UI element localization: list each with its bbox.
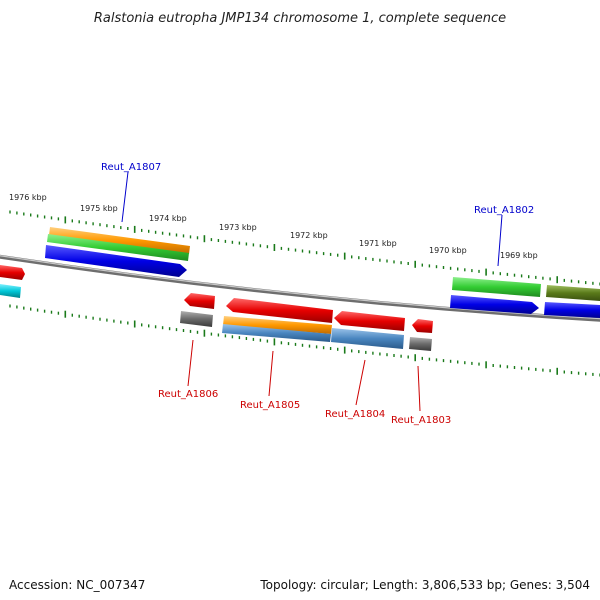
gene-feature-cyan[interactable] [0, 284, 21, 298]
kbp-label: 1969 kbp [500, 251, 538, 260]
kbp-label: 1976 kbp [9, 193, 47, 202]
gene-label-reut-a1805[interactable]: Reut_A1805 [240, 400, 300, 411]
chromosome-backbone [0, 254, 600, 322]
gene-feature-orange[interactable] [49, 227, 190, 254]
accession-text: Accession: NC_007347 [9, 578, 146, 592]
leader-line [497, 214, 503, 267]
gene-feature-red[interactable] [0, 265, 25, 280]
gene-feature-orange[interactable] [223, 316, 332, 334]
gene-feature-green[interactable] [452, 277, 541, 297]
gene-feature-blue[interactable] [45, 245, 187, 277]
gene-label-reut-a1807[interactable]: Reut_A1807 [101, 162, 161, 173]
kbp-tick-ring-outer [9, 210, 600, 286]
leader-line [187, 339, 194, 387]
kbp-label: 1974 kbp [149, 214, 187, 223]
kbp-label: 1970 kbp [429, 246, 467, 255]
forward-strand-genes [0, 227, 600, 318]
gene-feature-blue[interactable] [450, 295, 539, 314]
gene-feature-gray[interactable] [180, 311, 213, 327]
kbp-label: 1972 kbp [290, 231, 328, 240]
gene-label-reut-a1806[interactable]: Reut_A1806 [158, 389, 218, 400]
gene-feature-red[interactable] [226, 298, 333, 323]
kbp-label: 1971 kbp [359, 239, 397, 248]
gene-label-leaders [121, 171, 503, 412]
gene-feature-red[interactable] [334, 311, 405, 331]
leader-line [355, 359, 366, 406]
kbp-label: 1973 kbp [219, 223, 257, 232]
gene-feature-green[interactable] [47, 234, 189, 261]
kbp-tick-ring-inner [9, 304, 600, 377]
gene-feature-olive[interactable] [546, 285, 600, 301]
reverse-strand-genes [180, 293, 433, 351]
gene-feature-blue[interactable] [544, 302, 600, 318]
gene-feature-steel[interactable] [331, 328, 404, 349]
map-title: Ralstonia eutropha JMP134 chromosome 1, … [94, 11, 506, 26]
gene-label-reut-a1803[interactable]: Reut_A1803 [391, 415, 451, 426]
kbp-scale-labels: 1976 kbp 1975 kbp 1974 kbp 1973 kbp 1972… [9, 193, 538, 260]
gene-label-reut-a1804[interactable]: Reut_A1804 [325, 409, 385, 420]
gene-feature-red[interactable] [412, 319, 433, 333]
kbp-label: 1975 kbp [80, 204, 118, 213]
leader-line [268, 350, 274, 397]
gene-label-reut-a1802[interactable]: Reut_A1802 [474, 205, 534, 216]
gene-feature-gray[interactable] [409, 337, 432, 351]
leader-line [417, 365, 421, 412]
leader-line [121, 171, 129, 223]
topology-summary-text: Topology: circular; Length: 3,806,533 bp… [260, 578, 590, 592]
gene-feature-red[interactable] [184, 293, 215, 309]
chromosome-backbone-highlight [0, 255, 600, 320]
gene-feature-steel[interactable] [222, 324, 331, 342]
gene-labels: Reut_A1807 Reut_A1802 Reut_A1806 Reut_A1… [101, 162, 534, 426]
